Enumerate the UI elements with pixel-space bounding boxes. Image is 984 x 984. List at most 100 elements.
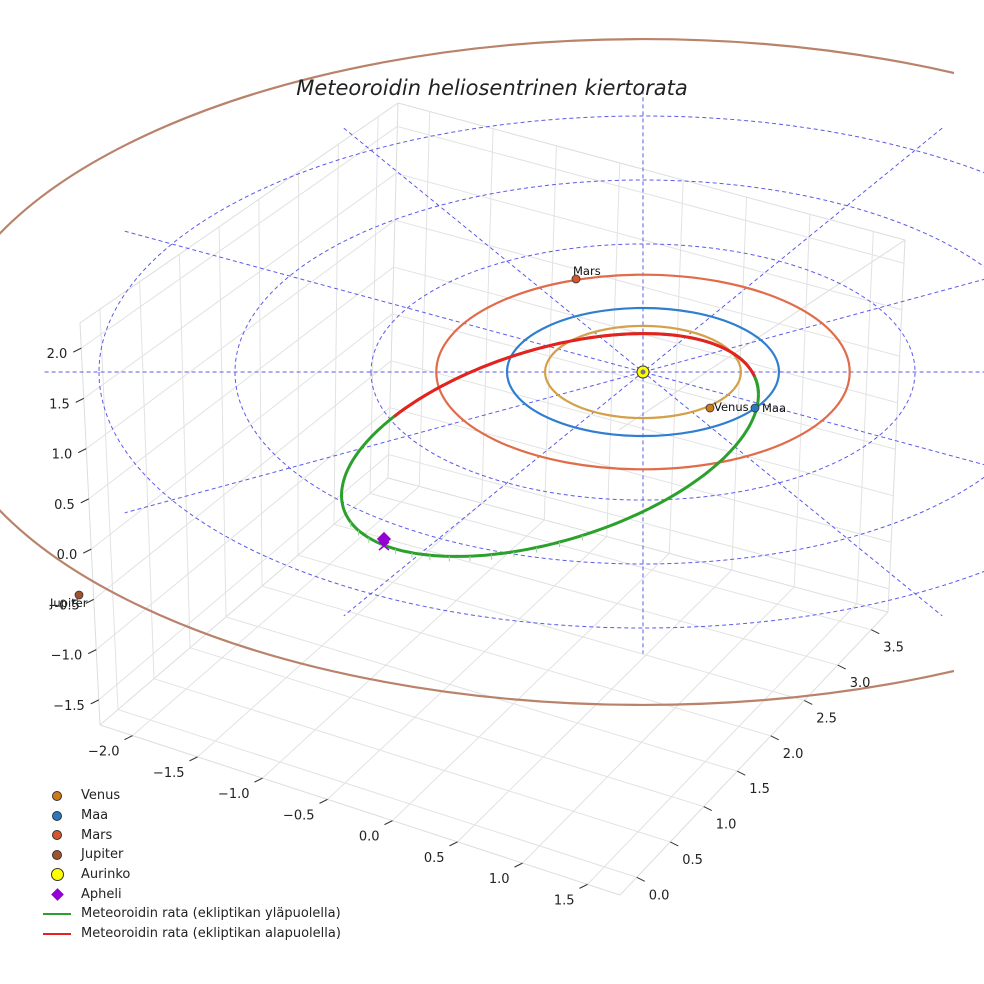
box-edge bbox=[79, 322, 101, 726]
legend-marker-swatch bbox=[52, 790, 62, 801]
meteoroid-orbit-below bbox=[393, 332, 756, 418]
legend-item-meteoroidin-6: Meteoroidin rata (ekliptikan yläpuolella… bbox=[40, 904, 341, 924]
legend-label: Mars bbox=[81, 827, 113, 843]
legend-item-apheli: Apheli bbox=[40, 884, 341, 904]
floor-grid-line bbox=[153, 678, 671, 843]
x-tick-label: 0.0 bbox=[359, 830, 380, 845]
grid-lines bbox=[80, 111, 905, 885]
z-tick-label: 1.0 bbox=[52, 448, 73, 463]
y-tick-label: 0.0 bbox=[649, 888, 670, 903]
y-tick bbox=[871, 629, 880, 635]
legend-marker-swatch bbox=[50, 868, 64, 882]
x-tick bbox=[189, 756, 198, 762]
mars-label: Mars bbox=[573, 264, 601, 278]
x-tick-label: 1.0 bbox=[489, 872, 510, 887]
jupiter-orbit bbox=[0, 38, 954, 706]
floor-grid-line bbox=[117, 709, 637, 878]
jupiter-marker bbox=[74, 590, 84, 600]
y-tick-label: 2.5 bbox=[816, 711, 837, 726]
z-tick bbox=[73, 347, 82, 353]
side-grid-line bbox=[99, 309, 119, 710]
side-grid-line bbox=[90, 313, 393, 550]
legend-symbol bbox=[40, 887, 74, 901]
z-tick-label: −0.5 bbox=[48, 598, 80, 613]
y-tick-label: 3.0 bbox=[850, 676, 871, 691]
back-grid-line bbox=[668, 180, 684, 554]
reference-rays bbox=[44, 90, 984, 654]
back-grid-line bbox=[481, 128, 494, 504]
z-tick-label: 2.0 bbox=[47, 347, 68, 362]
side-grid-line bbox=[178, 254, 191, 648]
back-grid-line bbox=[394, 219, 900, 357]
back-grid-line bbox=[388, 454, 890, 590]
side-grid-line bbox=[93, 360, 392, 600]
legend-symbol bbox=[40, 789, 74, 803]
z-tick bbox=[88, 649, 97, 655]
z-tick bbox=[80, 498, 89, 504]
y-tick-label: 2.0 bbox=[783, 747, 804, 762]
meteoroid-orbit-above bbox=[339, 332, 760, 558]
floor-grid-line bbox=[132, 485, 420, 737]
legend-marker-swatch bbox=[52, 849, 62, 860]
floor-grid-line bbox=[189, 647, 704, 808]
legend-marker-swatch bbox=[50, 887, 64, 901]
z-tick bbox=[90, 699, 99, 705]
z-tick bbox=[75, 397, 84, 403]
back-grid-line bbox=[543, 145, 557, 520]
side-grid-line bbox=[297, 171, 300, 556]
side-grid-line bbox=[369, 116, 379, 494]
legend-symbol bbox=[40, 848, 74, 862]
z-tick-label: −1.5 bbox=[53, 699, 85, 714]
reference-ring bbox=[98, 115, 984, 629]
sun-center bbox=[640, 369, 646, 375]
floor-grid-line bbox=[587, 603, 858, 885]
z-tick-label: 0.5 bbox=[54, 498, 75, 513]
floor-grid-line bbox=[261, 585, 771, 737]
legend-label: Meteoroidin rata (ekliptikan alapuolella… bbox=[81, 926, 341, 942]
y-tick-label: 1.5 bbox=[749, 782, 770, 797]
box-edge bbox=[387, 102, 399, 479]
side-grid-line bbox=[80, 126, 398, 349]
side-grid-line bbox=[83, 172, 397, 399]
side-grid-line bbox=[88, 266, 394, 500]
side-grid-line bbox=[85, 219, 396, 450]
y-tick-label: 3.5 bbox=[883, 641, 904, 656]
y-tick bbox=[670, 841, 679, 847]
legend-symbol bbox=[40, 809, 74, 823]
reference-ring bbox=[234, 179, 984, 565]
orbit-mars bbox=[435, 273, 851, 471]
z-tick bbox=[85, 598, 94, 604]
legend-symbol bbox=[40, 868, 74, 882]
floor-grid-line bbox=[327, 536, 608, 800]
y-tick-label: 0.5 bbox=[682, 853, 703, 868]
legend-symbol bbox=[40, 828, 74, 842]
y-tick bbox=[703, 806, 712, 812]
floor-grid-line bbox=[522, 586, 795, 864]
legend-label: Jupiter bbox=[81, 847, 124, 863]
mars-marker bbox=[571, 274, 581, 284]
floor-grid-line bbox=[457, 569, 733, 843]
chart-title: Meteoroidin heliosentrinen kiertorata bbox=[296, 76, 688, 100]
legend-marker-swatch bbox=[52, 810, 62, 821]
legend-symbol bbox=[40, 927, 74, 941]
legend-item-aurinko: Aurinko bbox=[40, 865, 341, 885]
side-grid-line bbox=[218, 226, 227, 617]
box-edge bbox=[887, 239, 906, 613]
orbit-maa bbox=[505, 306, 781, 438]
x-tick bbox=[319, 798, 328, 804]
x-tick bbox=[124, 735, 133, 741]
legend-label: Aurinko bbox=[81, 867, 131, 883]
back-grid-line bbox=[731, 197, 748, 571]
z-tick bbox=[83, 548, 92, 554]
planet-orbits bbox=[435, 273, 851, 471]
meteoroid-orbit-above bbox=[753, 375, 760, 394]
back-grid-line bbox=[395, 172, 902, 311]
floor-grid-line bbox=[297, 554, 805, 701]
back-grid-line bbox=[856, 231, 874, 604]
z-tick bbox=[78, 448, 87, 454]
legend-marker-swatch bbox=[52, 830, 62, 841]
z-tick-label: −1.0 bbox=[51, 649, 83, 664]
y-tick bbox=[636, 876, 645, 882]
x-tick bbox=[579, 883, 588, 889]
